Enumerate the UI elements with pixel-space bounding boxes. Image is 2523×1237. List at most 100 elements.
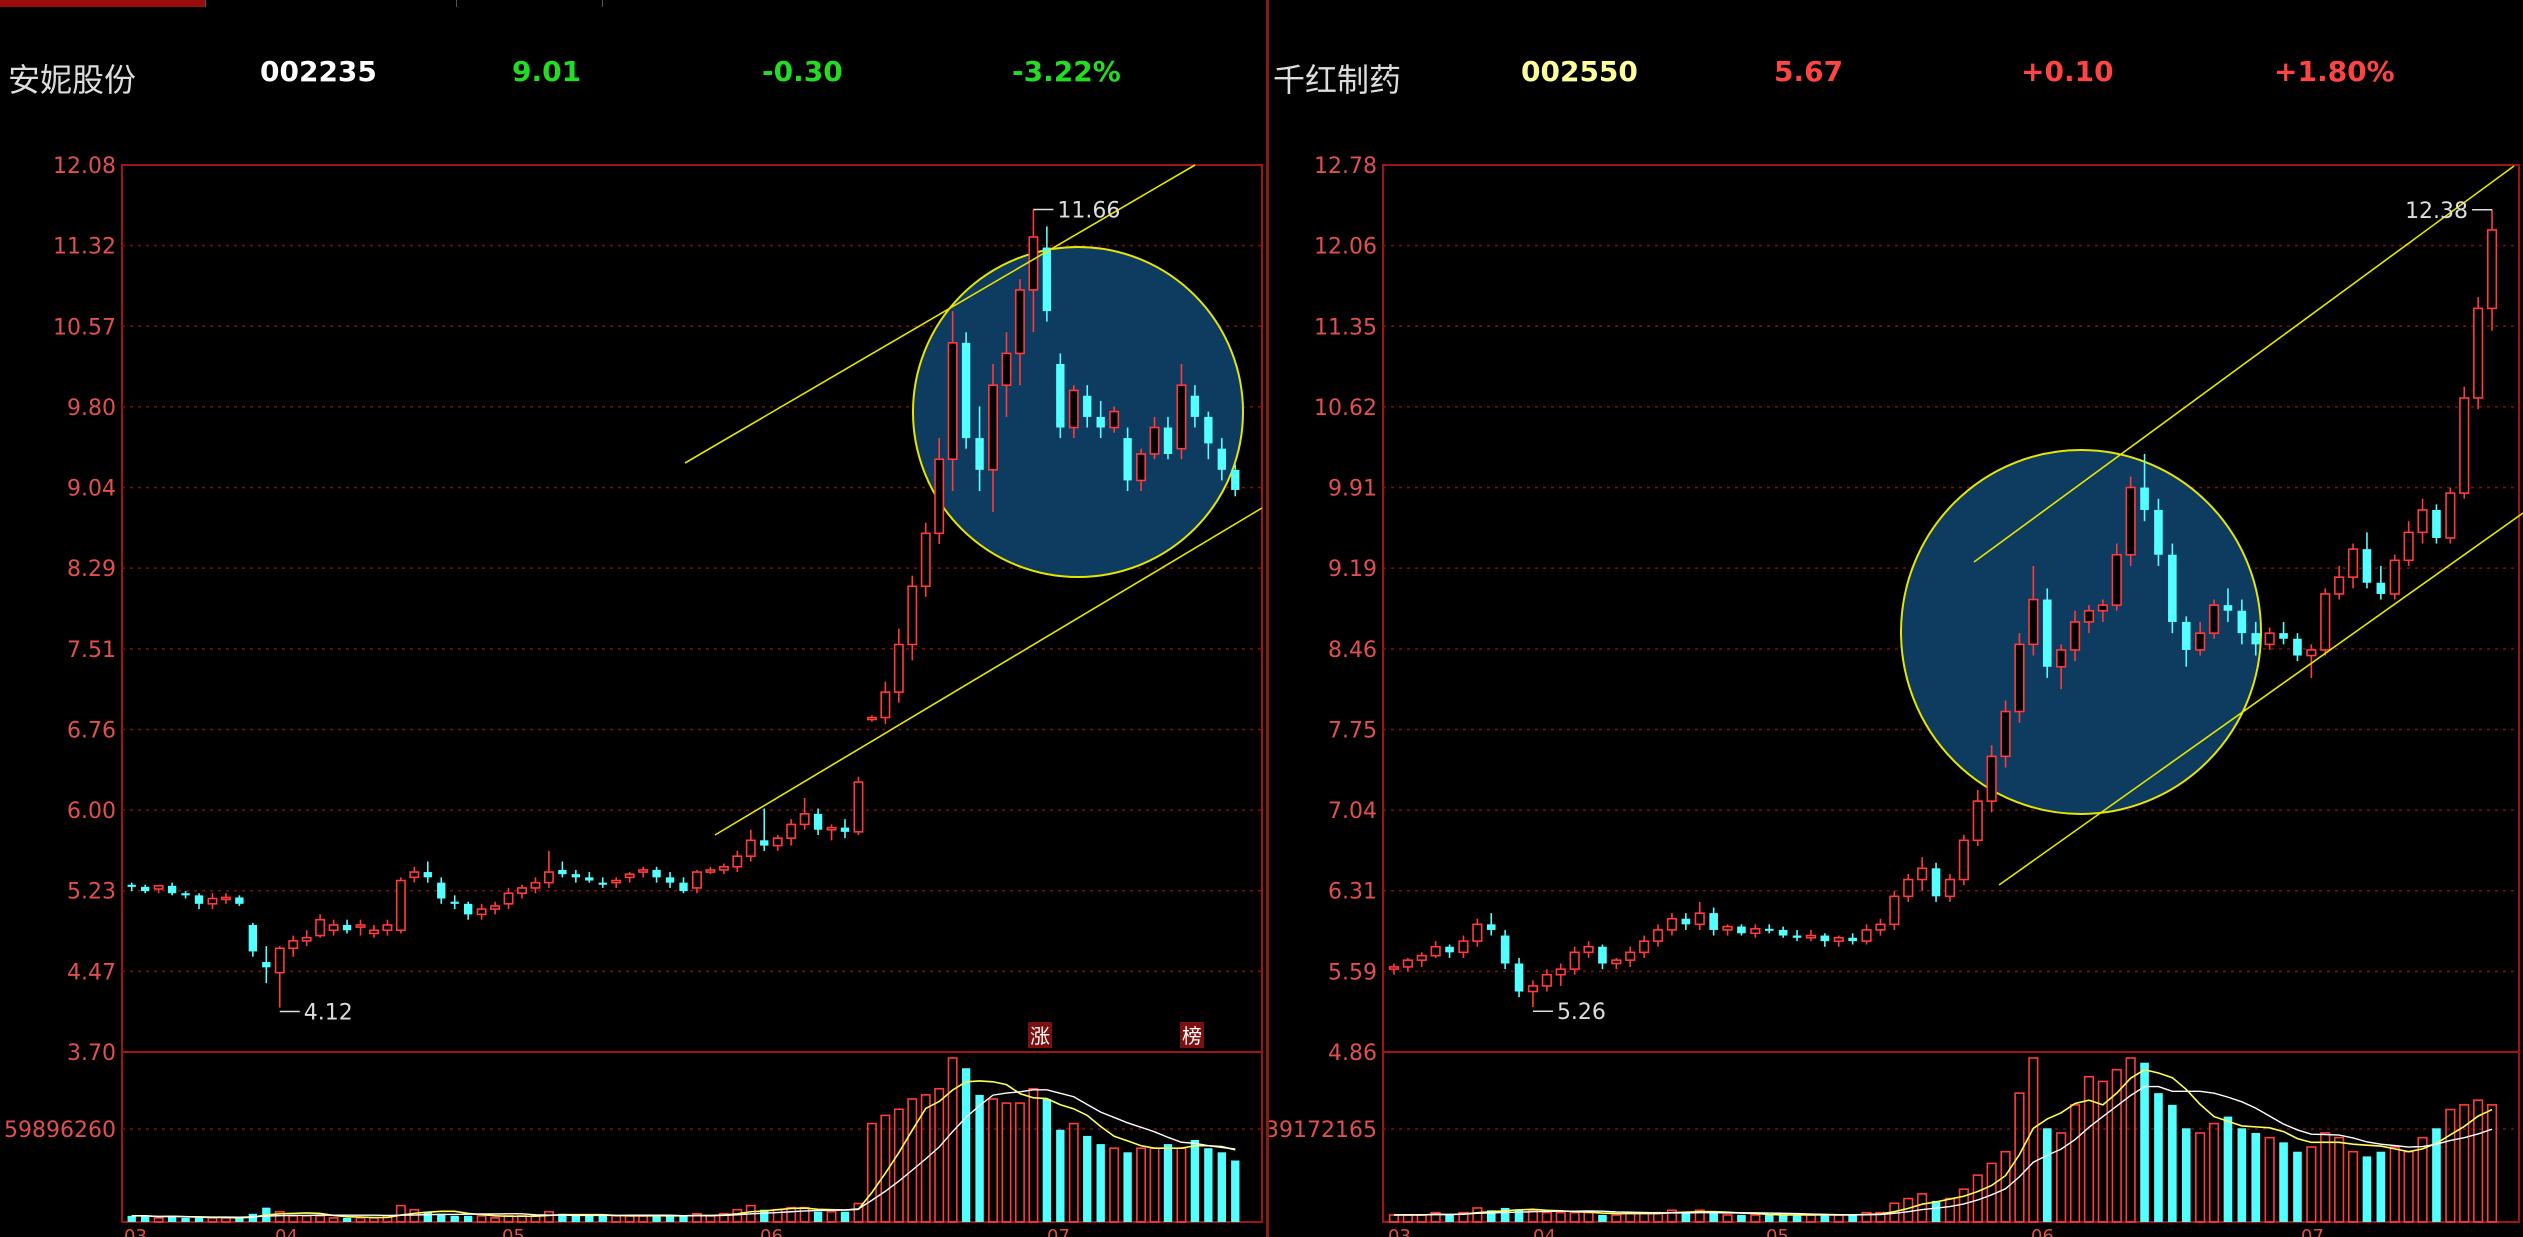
volume-bar-up — [1569, 1211, 1580, 1223]
candlestick-chart[interactable]: 12.08 11.32 10.57 9.80 9.04 8.29 7.51 6.76 6.00 5… — [0, 0, 1266, 1237]
candle-body-down — [181, 893, 190, 896]
candle-body-down — [1931, 868, 1941, 897]
trend-line — [1973, 165, 2515, 563]
candle-body-up — [2334, 576, 2345, 595]
volume-bar-down — [1163, 1144, 1173, 1222]
volume-bar-up — [866, 1122, 877, 1223]
volume-bar-up — [2264, 1136, 2275, 1223]
volume-bar-up — [1666, 1209, 1678, 1223]
volume-ma10-line — [131, 1089, 1236, 1218]
candle-body-up — [1416, 954, 1427, 961]
y-tick-label: 11.35 — [1314, 315, 1377, 340]
candle-body-up — [1527, 985, 1539, 993]
volume-bar-up — [1001, 1102, 1012, 1223]
candle-body-up — [517, 887, 527, 895]
volume-bar-down — [2181, 1128, 2191, 1222]
volume-bar-up — [153, 1217, 164, 1223]
volume-bar-up — [786, 1206, 797, 1223]
y-tick-label: 8.46 — [1328, 638, 1377, 663]
volume-bar-up — [1430, 1211, 1441, 1223]
candle-body-up — [1917, 867, 1928, 881]
candle-body-down — [2168, 554, 2177, 622]
volume-bar-down — [248, 1213, 258, 1222]
candle-body-up — [1861, 929, 1872, 942]
candle-body-up — [288, 940, 299, 950]
candle-body-up — [368, 929, 379, 935]
y-tick-label: 9.19 — [1328, 557, 1377, 582]
y-tick-label: 7.04 — [1328, 799, 1377, 824]
candle-body-down — [194, 895, 204, 904]
candle-body-up — [395, 879, 406, 932]
stock-price: 9.01 — [512, 55, 582, 88]
candle-body-down — [141, 886, 150, 892]
volume-bar-down — [181, 1217, 190, 1222]
volume-bar-down — [571, 1215, 581, 1222]
candle-body-down — [1778, 929, 1788, 936]
candle-body-up — [2000, 710, 2011, 758]
volume-bar-up — [2334, 1136, 2345, 1223]
volume-bar-up — [1458, 1211, 1469, 1223]
candle-body-up — [1833, 936, 1844, 942]
candle-body-up — [328, 924, 339, 932]
volume-bar-down — [679, 1215, 688, 1222]
candle-body-up — [301, 936, 312, 942]
candle-body-down — [437, 882, 446, 899]
candle-body-down — [1217, 448, 1226, 470]
volume-bar-down — [2223, 1116, 2233, 1222]
x-month-label: 05 — [1766, 1226, 1789, 1237]
candle-body-down — [1042, 247, 1052, 312]
panel-divider — [1266, 0, 1269, 1237]
candle-body-up — [2473, 307, 2484, 399]
volume-bar-up — [1416, 1214, 1427, 1223]
tab[interactable] — [206, 0, 457, 7]
high-price-label: 11.66 — [1057, 198, 1120, 223]
volume-bar-up — [1861, 1211, 1872, 1223]
candle-body-up — [920, 532, 931, 588]
volume-bar-down — [2042, 1128, 2052, 1222]
volume-bar-up — [1805, 1214, 1817, 1223]
volume-bar-down — [558, 1213, 567, 1222]
tab[interactable] — [457, 0, 603, 7]
volume-bar-down — [1792, 1214, 1802, 1222]
candle-body-up — [382, 924, 393, 932]
candle-body-down — [450, 901, 459, 904]
stock-name: 安妮股份 — [8, 61, 137, 99]
candle-body-up — [1903, 878, 1914, 898]
volume-ma5-line — [1393, 1068, 2493, 1216]
volume-bar-up — [2306, 1146, 2317, 1223]
volume-bar-down — [2168, 1104, 2177, 1222]
x-month-label: 04 — [1533, 1226, 1556, 1237]
candle-body-up — [691, 871, 702, 889]
volume-bar-down — [1123, 1152, 1132, 1222]
volume-bar-up — [1388, 1214, 1400, 1223]
candlestick-chart[interactable]: 12.78 12.06 11.35 10.62 9.91 9.19 8.46 7.75 7.04… — [1269, 0, 2523, 1237]
volume-bar-up — [826, 1210, 837, 1223]
volume-bar-down — [2362, 1156, 2372, 1222]
stock-code: 002550 — [1521, 55, 1638, 88]
volume-bar-up — [490, 1217, 501, 1223]
volume-bar-down — [652, 1215, 661, 1222]
volume-bar-up — [2459, 1104, 2470, 1223]
candle-body-up — [934, 458, 945, 535]
trend-line — [1998, 512, 2523, 886]
candle-body-up — [2403, 531, 2414, 562]
x-month-label: 05 — [502, 1226, 525, 1237]
volume-ma10-line — [1393, 1085, 2493, 1216]
volume-bar-down — [1190, 1140, 1200, 1222]
volume-bar-down — [1231, 1160, 1240, 1222]
volume-bar-down — [840, 1211, 850, 1222]
candle-body-up — [853, 781, 864, 833]
candle-body-down — [1486, 924, 1496, 930]
y-tick-label: 12.78 — [1314, 154, 1377, 179]
candle-body-down — [2140, 487, 2149, 510]
tab-active[interactable] — [0, 0, 206, 7]
candle-body-down — [558, 869, 567, 875]
volume-bar-down — [961, 1068, 971, 1222]
volume-bar-down — [1083, 1135, 1092, 1222]
volume-bar-down — [2293, 1151, 2302, 1222]
candle-body-up — [1402, 959, 1413, 968]
volume-bar-up — [947, 1057, 958, 1223]
volume-bar-down — [1778, 1214, 1788, 1222]
candle-body-down — [760, 840, 769, 846]
candle-body-down — [1792, 935, 1802, 938]
